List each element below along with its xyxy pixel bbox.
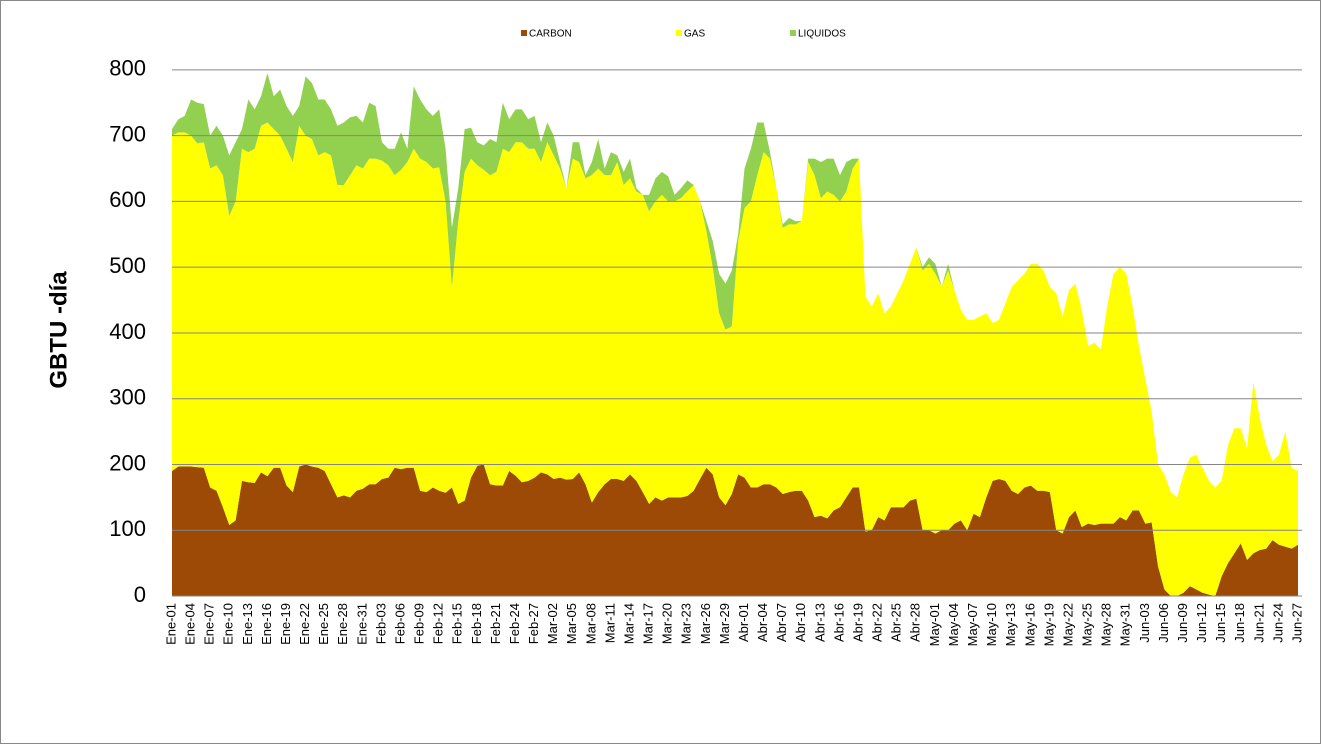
x-tick-label: Jun-03 bbox=[1137, 603, 1152, 643]
x-tick-label: Abr-01 bbox=[736, 603, 751, 642]
x-tick-label: Jun-24 bbox=[1270, 603, 1285, 643]
x-tick-label: Abr-04 bbox=[755, 603, 770, 642]
x-tick-label: May-01 bbox=[927, 603, 942, 646]
y-axis-title: GBTU -día bbox=[45, 271, 72, 389]
x-tick-label: Feb-12 bbox=[431, 603, 446, 644]
x-tick-label: May-07 bbox=[965, 603, 980, 646]
x-tick-label: Ene-04 bbox=[183, 603, 198, 645]
x-tick-label: Jun-21 bbox=[1251, 603, 1266, 643]
x-tick-label: Abr-22 bbox=[870, 603, 885, 642]
x-tick-label: May-10 bbox=[984, 603, 999, 646]
x-tick-label: May-13 bbox=[1003, 603, 1018, 646]
y-tick-label: 500 bbox=[109, 253, 146, 278]
x-tick-label: Mar-08 bbox=[583, 603, 598, 644]
x-tick-label: Ene-19 bbox=[278, 603, 293, 645]
x-tick-label: Feb-03 bbox=[373, 603, 388, 644]
legend-swatch bbox=[521, 30, 527, 36]
x-tick-label: Abr-10 bbox=[793, 603, 808, 642]
x-tick-label: Mar-29 bbox=[717, 603, 732, 644]
x-tick-label: Mar-26 bbox=[698, 603, 713, 644]
x-tick-label: May-28 bbox=[1099, 603, 1114, 646]
x-tick-label: May-25 bbox=[1080, 603, 1095, 646]
x-tick-label: Mar-14 bbox=[621, 603, 636, 644]
x-tick-label: May-31 bbox=[1118, 603, 1133, 646]
x-tick-label: Ene-13 bbox=[240, 603, 255, 645]
x-tick-label: Mar-20 bbox=[660, 603, 675, 644]
x-tick-label: Abr-28 bbox=[908, 603, 923, 642]
x-tick-label: Abr-07 bbox=[774, 603, 789, 642]
x-tick-label: Ene-22 bbox=[297, 603, 312, 645]
x-tick-label: Jun-09 bbox=[1175, 603, 1190, 643]
x-tick-label: Abr-19 bbox=[850, 603, 865, 642]
y-tick-label: 400 bbox=[109, 319, 146, 344]
x-tick-label: Abr-25 bbox=[889, 603, 904, 642]
x-tick-label: Abr-13 bbox=[812, 603, 827, 642]
x-tick-label: Jun-12 bbox=[1194, 603, 1209, 643]
x-tick-label: Ene-16 bbox=[259, 603, 274, 645]
legend-swatch bbox=[676, 30, 682, 36]
x-tick-label: Ene-25 bbox=[316, 603, 331, 645]
legend-swatch bbox=[790, 30, 796, 36]
x-tick-label: Mar-02 bbox=[545, 603, 560, 644]
x-tick-label: Mar-11 bbox=[602, 603, 617, 643]
x-tick-label: Feb-24 bbox=[507, 603, 522, 644]
x-tick-label: Feb-15 bbox=[450, 603, 465, 644]
x-tick-label: Feb-21 bbox=[488, 603, 503, 644]
x-tick-label: May-22 bbox=[1060, 603, 1075, 646]
x-tick-label: Abr-16 bbox=[831, 603, 846, 642]
x-tick-label: Ene-31 bbox=[354, 603, 369, 645]
legend-label: GAS bbox=[684, 29, 705, 40]
y-tick-label: 100 bbox=[109, 516, 146, 541]
area bbox=[172, 122, 1298, 597]
x-tick-label: May-04 bbox=[946, 603, 961, 646]
x-tick-label: Feb-27 bbox=[526, 603, 541, 644]
legend-label: CARBON bbox=[529, 29, 572, 40]
y-tick-label: 700 bbox=[109, 121, 146, 146]
x-tick-label: Mar-05 bbox=[564, 603, 579, 644]
x-tick-label: Ene-01 bbox=[163, 603, 178, 645]
y-tick-label: 0 bbox=[134, 582, 146, 607]
area bbox=[172, 73, 1298, 498]
x-tick-label: Ene-28 bbox=[335, 603, 350, 645]
y-tick-label: 600 bbox=[109, 187, 146, 212]
x-tick-label: Feb-09 bbox=[412, 603, 427, 644]
x-tick-label: Jun-18 bbox=[1232, 603, 1247, 643]
x-tick-label: Feb-06 bbox=[392, 603, 407, 644]
x-tick-label: Ene-10 bbox=[221, 603, 236, 645]
x-tick-label: Jun-06 bbox=[1156, 603, 1171, 643]
legend-label: LIQUIDOS bbox=[798, 29, 846, 40]
y-tick-label: 300 bbox=[109, 385, 146, 410]
x-tick-label: Ene-07 bbox=[202, 603, 217, 645]
x-tick-label: Jun-27 bbox=[1289, 603, 1304, 643]
x-tick-label: Mar-23 bbox=[679, 603, 694, 644]
x-tick-label: May-19 bbox=[1041, 603, 1056, 646]
x-tick-label: Jun-15 bbox=[1213, 603, 1228, 643]
y-tick-label: 800 bbox=[109, 56, 146, 81]
x-tick-label: May-16 bbox=[1022, 603, 1037, 646]
x-tick-label: Feb-18 bbox=[469, 603, 484, 644]
y-tick-label: 200 bbox=[109, 450, 146, 475]
x-tick-label: Mar-17 bbox=[641, 603, 656, 644]
